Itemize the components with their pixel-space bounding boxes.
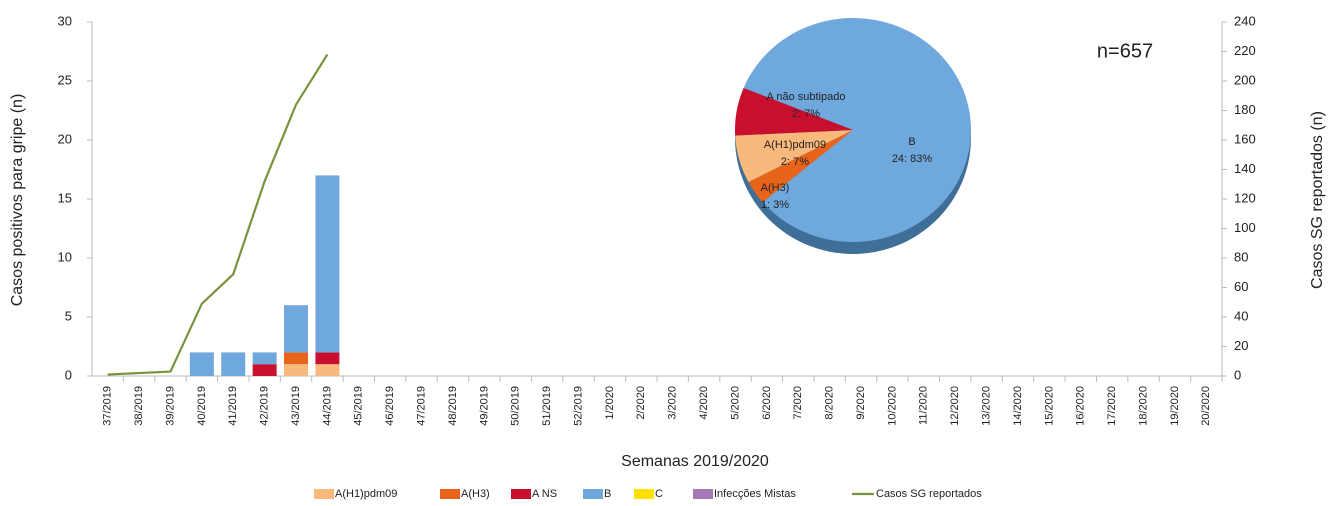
x-tick-label: 18/2020 bbox=[1137, 386, 1149, 426]
legend-label: A NS bbox=[532, 488, 557, 500]
y2-tick-label: 240 bbox=[1234, 13, 1256, 28]
legend-swatch bbox=[511, 489, 531, 499]
x-tick-label: 40/2019 bbox=[196, 386, 208, 426]
x-tick-label: 4/2020 bbox=[698, 386, 710, 420]
y-tick-label: 30 bbox=[58, 13, 72, 28]
bar bbox=[252, 364, 277, 376]
pie-slice bbox=[743, 17, 971, 242]
pie-slice bbox=[735, 88, 853, 136]
x-tick-label: 45/2019 bbox=[353, 386, 365, 426]
legend-swatch bbox=[314, 489, 334, 499]
y2-tick-label: 180 bbox=[1234, 102, 1256, 117]
x-tick-label: 12/2020 bbox=[949, 386, 961, 426]
legend-swatch bbox=[693, 489, 713, 499]
pie-value-label: 2: 7% bbox=[792, 108, 820, 120]
x-tick-label: 19/2020 bbox=[1169, 386, 1181, 426]
x-tick-label: 17/2020 bbox=[1106, 386, 1118, 426]
pie-label: A não subtipado bbox=[767, 91, 846, 103]
x-tick-label: 7/2020 bbox=[792, 386, 804, 420]
x-tick-label: 8/2020 bbox=[824, 386, 836, 420]
x-tick-label: 42/2019 bbox=[259, 386, 271, 426]
x-axis-title: Semanas 2019/2020 bbox=[621, 453, 769, 470]
x-tick-label: 15/2020 bbox=[1043, 386, 1055, 426]
legend-label: A(H3) bbox=[461, 488, 490, 500]
pie-value-label: 1: 3% bbox=[761, 199, 789, 211]
x-tick-label: 20/2020 bbox=[1200, 386, 1212, 426]
y-axis-title: Casos positivos para gripe (n) bbox=[9, 94, 26, 307]
x-tick-label: 52/2019 bbox=[572, 386, 584, 426]
bar bbox=[315, 364, 340, 376]
line-series bbox=[107, 53, 329, 376]
x-tick-label: 37/2019 bbox=[102, 386, 114, 426]
legend-label: A(H1)pdm09 bbox=[335, 488, 397, 500]
legend-swatch bbox=[440, 489, 460, 499]
y2-tick-label: 100 bbox=[1234, 220, 1256, 235]
x-tick-label: 39/2019 bbox=[164, 386, 176, 426]
pie-value-label: 24: 83% bbox=[892, 153, 933, 165]
legend-label: C bbox=[655, 488, 663, 500]
y-tick-label: 10 bbox=[58, 249, 72, 264]
x-tick-label: 9/2020 bbox=[855, 386, 867, 420]
y2-tick-label: 40 bbox=[1234, 308, 1248, 323]
x-tick-label: 41/2019 bbox=[227, 386, 239, 426]
x-tick-label: 44/2019 bbox=[321, 386, 333, 426]
bar bbox=[315, 175, 340, 353]
pie-annotation: n=657 bbox=[1097, 40, 1153, 62]
bar bbox=[284, 352, 309, 365]
pie-label: A(H3) bbox=[761, 182, 790, 194]
x-tick-label: 10/2020 bbox=[886, 386, 898, 426]
y2-tick-label: 0 bbox=[1234, 367, 1241, 382]
legend-label: B bbox=[604, 488, 611, 500]
pie-slice bbox=[748, 130, 853, 203]
y2-tick-label: 120 bbox=[1234, 190, 1256, 205]
pie-label: A(H1)pdm09 bbox=[764, 139, 826, 151]
x-tick-label: 5/2020 bbox=[729, 386, 741, 420]
y2-tick-label: 60 bbox=[1234, 279, 1248, 294]
pie-slice bbox=[735, 130, 853, 182]
x-tick-label: 13/2020 bbox=[980, 386, 992, 426]
legend-label: Infecções Mistas bbox=[714, 488, 796, 500]
y-tick-label: 15 bbox=[58, 190, 72, 205]
y2-tick-label: 160 bbox=[1234, 131, 1256, 146]
y-tick-label: 5 bbox=[65, 308, 72, 323]
y2-tick-label: 80 bbox=[1234, 249, 1248, 264]
x-tick-label: 47/2019 bbox=[415, 386, 427, 426]
x-tick-label: 6/2020 bbox=[761, 386, 773, 420]
y2-axis-title: Casos SG reportados (n) bbox=[1309, 111, 1326, 289]
x-tick-label: 16/2020 bbox=[1075, 386, 1087, 426]
pie-value-label: 2: 7% bbox=[781, 156, 809, 168]
legend-swatch bbox=[634, 489, 654, 499]
bar bbox=[221, 352, 246, 376]
bar bbox=[315, 352, 340, 365]
legend-swatch bbox=[583, 489, 603, 499]
x-tick-label: 3/2020 bbox=[667, 386, 679, 420]
y2-tick-label: 200 bbox=[1234, 72, 1256, 87]
y2-tick-label: 20 bbox=[1234, 338, 1248, 353]
y2-tick-label: 140 bbox=[1234, 161, 1256, 176]
x-tick-label: 1/2020 bbox=[604, 386, 616, 420]
x-tick-label: 50/2019 bbox=[510, 386, 522, 426]
y2-tick-label: 220 bbox=[1234, 43, 1256, 58]
x-tick-label: 38/2019 bbox=[133, 386, 145, 426]
bar bbox=[284, 305, 309, 353]
x-tick-label: 46/2019 bbox=[384, 386, 396, 426]
x-tick-label: 14/2020 bbox=[1012, 386, 1024, 426]
y-tick-label: 0 bbox=[65, 367, 72, 382]
x-tick-label: 48/2019 bbox=[447, 386, 459, 426]
bar bbox=[284, 364, 309, 376]
legend-label: Casos SG reportados bbox=[876, 488, 982, 500]
x-tick-label: 51/2019 bbox=[541, 386, 553, 426]
y-tick-label: 25 bbox=[58, 72, 72, 87]
x-tick-label: 49/2019 bbox=[478, 386, 490, 426]
pie-label: B bbox=[908, 136, 915, 148]
bar bbox=[189, 352, 214, 376]
bar bbox=[252, 352, 277, 365]
x-tick-label: 11/2020 bbox=[918, 386, 930, 425]
y-tick-label: 20 bbox=[58, 131, 72, 146]
x-tick-label: 43/2019 bbox=[290, 386, 302, 426]
x-tick-label: 2/2020 bbox=[635, 386, 647, 420]
